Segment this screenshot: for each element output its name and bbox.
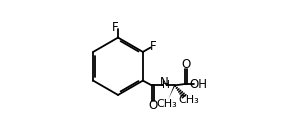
Text: O: O: [181, 58, 190, 71]
Text: F: F: [112, 21, 119, 34]
Text: O: O: [148, 99, 157, 112]
Polygon shape: [168, 85, 175, 99]
Text: CH₃: CH₃: [157, 99, 178, 109]
Text: OH: OH: [189, 78, 207, 91]
Text: N: N: [160, 76, 169, 89]
Text: F: F: [150, 40, 156, 53]
Text: H: H: [162, 80, 170, 90]
Text: CH₃: CH₃: [178, 95, 199, 105]
